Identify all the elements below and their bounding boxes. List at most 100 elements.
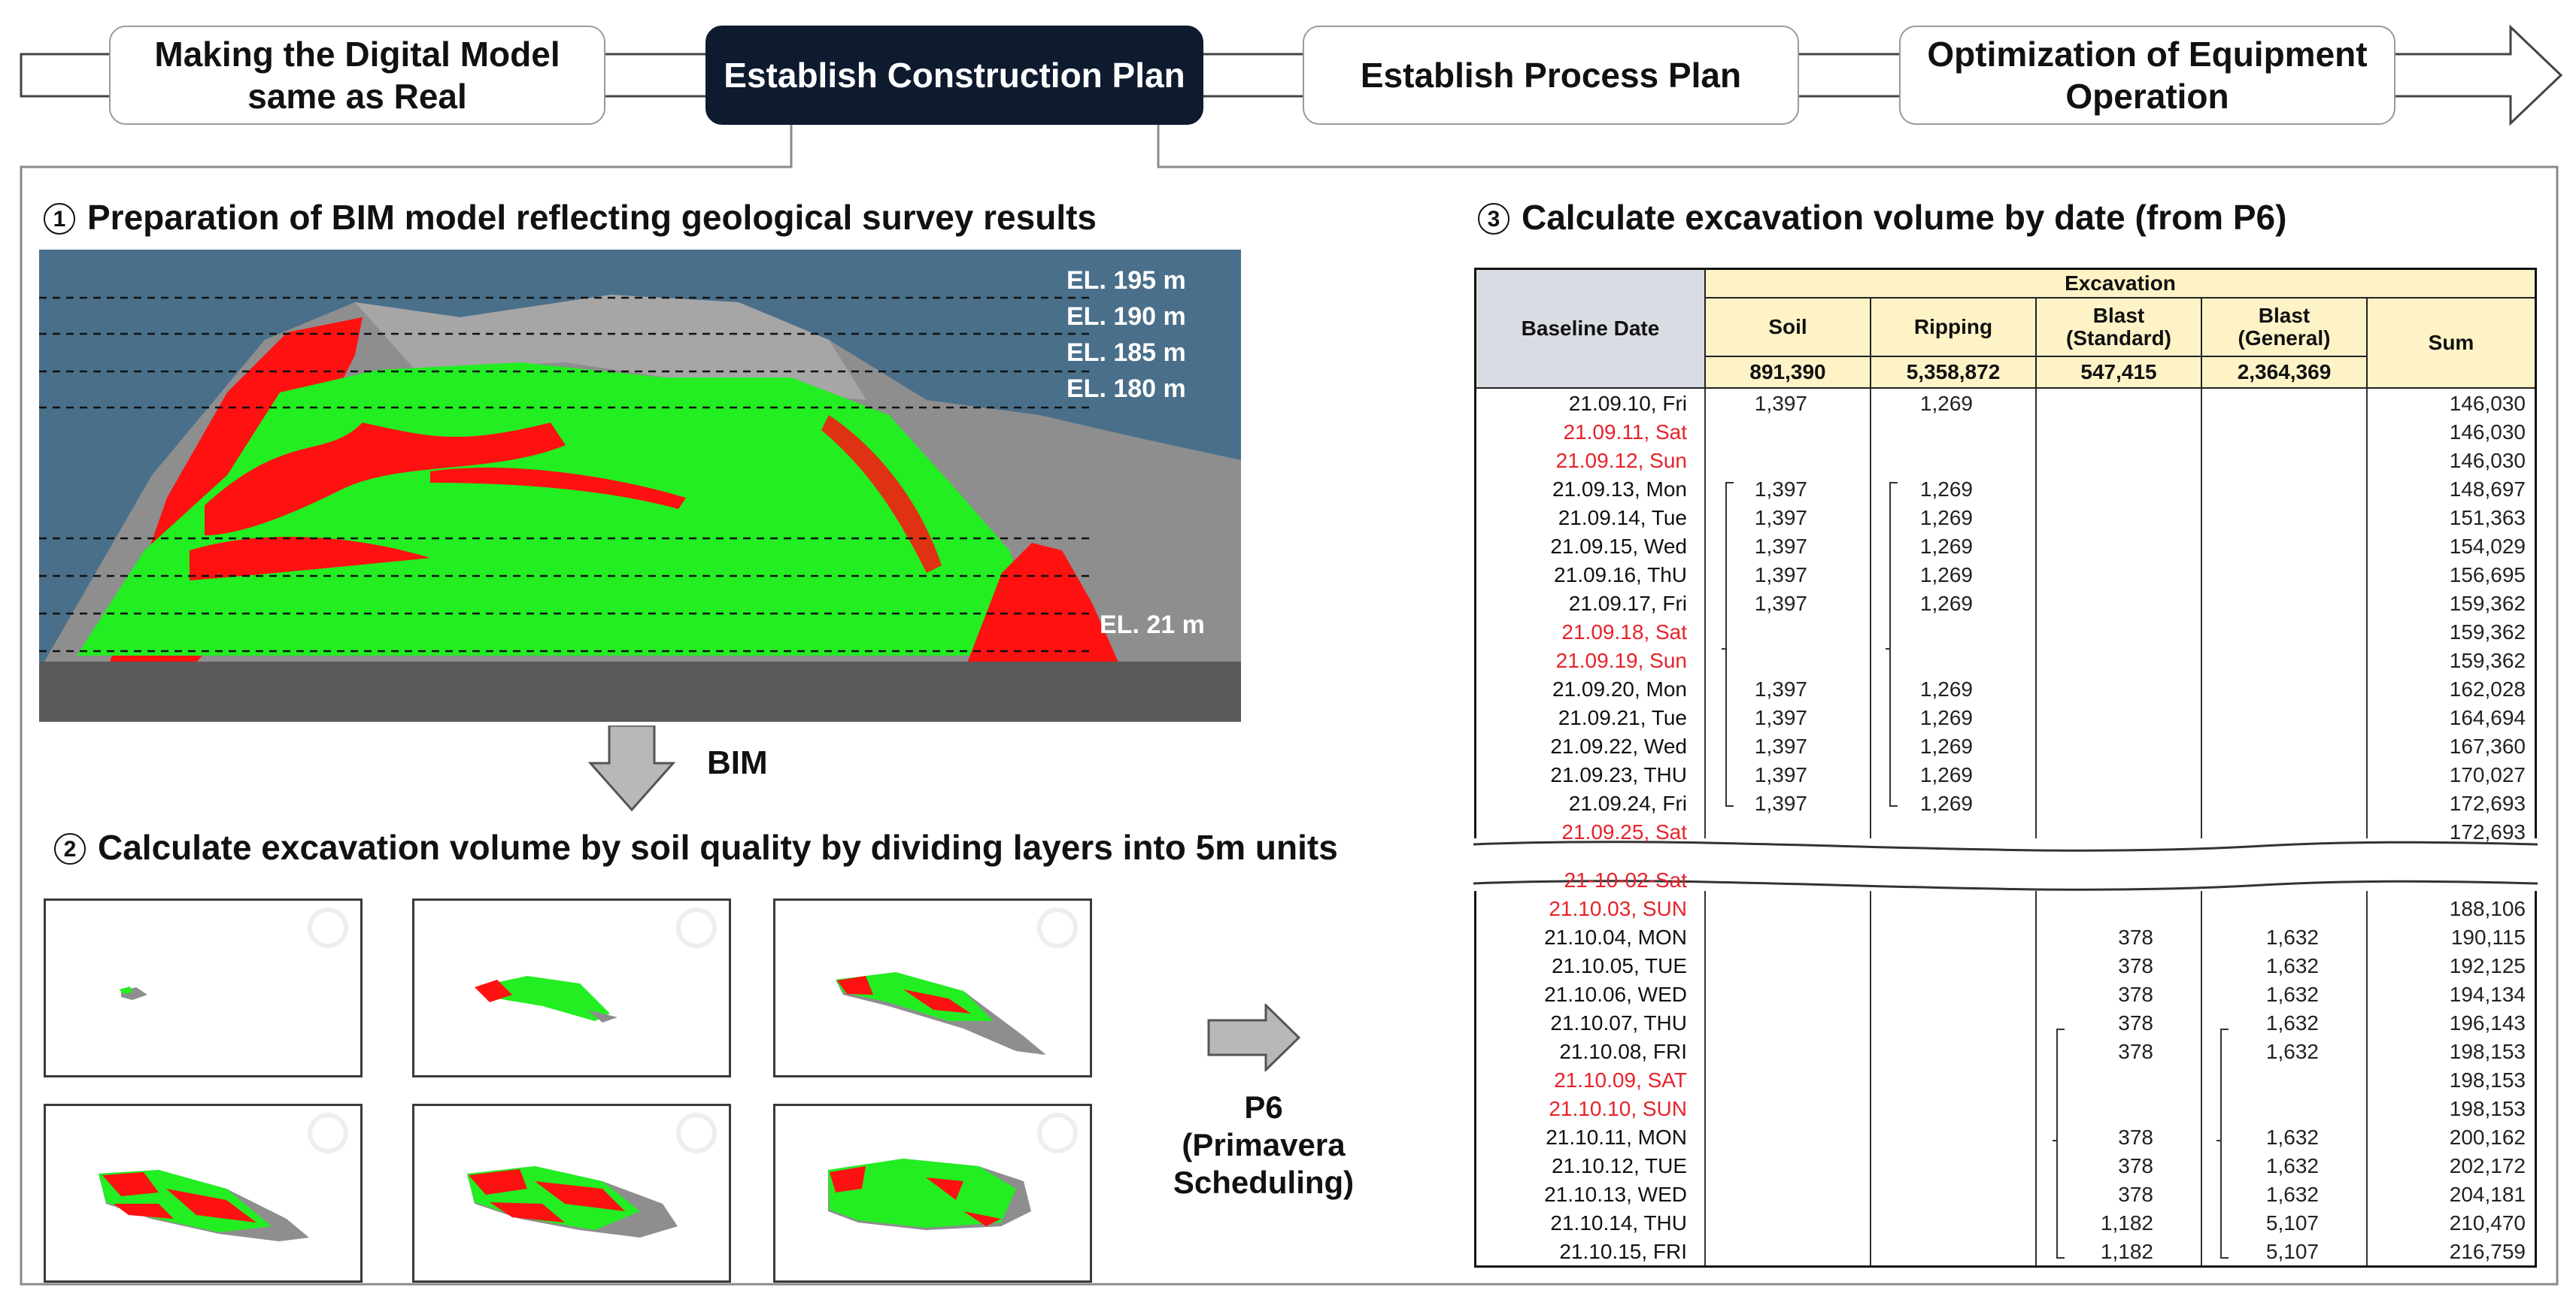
row-blast-gen: 1,632 (2265, 1154, 2319, 1177)
row-blast-gen: 1,632 (2265, 1183, 2319, 1206)
header-blast-general: Blast (General) (2202, 298, 2366, 356)
bim-label: BIM (707, 744, 768, 781)
layer-view-2 (412, 898, 731, 1077)
row-date: 21.10.07, THU (1550, 1011, 1687, 1035)
row-soil: 1,397 (1754, 792, 1807, 815)
row-date: 21.09.17, Fri (1568, 592, 1687, 615)
row-blast-std: 378 (2118, 1040, 2153, 1063)
header-soil: Soil (1706, 298, 1870, 356)
step-equipment-optimization[interactable]: Optimization of Equipment Operation (1899, 26, 2395, 125)
total-ripping: 5,358,872 (1871, 357, 2035, 387)
row-date: 21.10.14, THU (1550, 1211, 1687, 1235)
layer-view-4 (44, 1104, 363, 1283)
row-date: 21.10.08, FRI (1559, 1040, 1687, 1063)
row-date: 21.10.09, SAT (1554, 1068, 1687, 1092)
section1-number: 1 (44, 203, 75, 235)
row-blast-std: 378 (2118, 983, 2153, 1006)
row-ripping: 1,269 (1919, 392, 1973, 415)
row-sum: 192,125 (2449, 954, 2526, 977)
row-sum: 216,759 (2449, 1240, 2526, 1263)
row-sum: 164,694 (2449, 706, 2526, 729)
row-sum: 172,693 (2449, 792, 2526, 815)
row-date: 21.10.12, TUE (1551, 1154, 1687, 1177)
row-sum: 188,106 (2449, 897, 2526, 920)
bim-terrain-model (39, 250, 1241, 722)
row-date: 21.10.15, FRI (1559, 1240, 1687, 1263)
p6-label: P6 (Primavera Scheduling) (1173, 1089, 1355, 1200)
row-sum: 154,029 (2449, 535, 2526, 558)
row-date: 21.10.10, SUN (1549, 1097, 1687, 1120)
row-sum: 210,470 (2449, 1211, 2526, 1235)
step-digital-model[interactable]: Making the Digital Model same as Real (109, 26, 605, 125)
section3-number: 3 (1478, 203, 1509, 235)
row-date: 21.09.11, Sat (1563, 420, 1688, 444)
step-construction-plan[interactable]: Establish Construction Plan (705, 26, 1203, 125)
row-sum: 200,162 (2449, 1126, 2526, 1149)
header-grid (1476, 270, 2535, 389)
row-sum: 146,030 (2449, 392, 2526, 415)
row-soil: 1,397 (1754, 592, 1807, 615)
row-sum: 198,153 (2449, 1040, 2526, 1063)
row-ripping: 1,269 (1919, 792, 1973, 815)
bim-down-arrow (587, 726, 676, 812)
row-blast-gen: 5,107 (2265, 1211, 2319, 1235)
row-sum: 159,362 (2449, 649, 2526, 672)
row-date: 21.09.24, Fri (1568, 792, 1687, 815)
header-sum: Sum (2368, 298, 2535, 387)
row-sum: 202,172 (2449, 1154, 2526, 1177)
row-sum: 146,030 (2449, 420, 2526, 444)
row-sum: 159,362 (2449, 620, 2526, 644)
row-ripping: 1,269 (1919, 677, 1973, 701)
row-date: 21.09.13, Mon (1552, 477, 1687, 501)
row-ripping: 1,269 (1919, 506, 1973, 529)
row-date: 21.09.15, Wed (1550, 535, 1687, 558)
section3-title: 3 Calculate excavation volume by date (fr… (1478, 197, 2286, 238)
row-sum: 190,115 (2450, 926, 2526, 949)
row-blast-gen: 1,632 (2265, 954, 2319, 977)
row-blast-gen: 5,107 (2265, 1240, 2319, 1263)
row-sum: 162,028 (2449, 677, 2526, 701)
row-date: 21.10.06, WED (1544, 983, 1687, 1006)
row-ripping: 1,269 (1919, 763, 1973, 786)
row-blast-gen: 1,632 (2265, 983, 2319, 1006)
row-date: 21.09.14, Tue (1558, 506, 1687, 529)
layer-view-5 (412, 1104, 731, 1283)
row-soil: 1,397 (1754, 506, 1807, 529)
row-ripping: 1,269 (1919, 592, 1973, 615)
section2-number: 2 (54, 833, 86, 865)
row-blast-std: 378 (2118, 1154, 2153, 1177)
excavation-table: Baseline Date Excavation Soil Ripping Bl… (1473, 268, 2538, 1268)
row-sum: 194,134 (2449, 983, 2526, 1006)
row-soil: 1,397 (1754, 706, 1807, 729)
row-sum: 156,695 (2449, 563, 2526, 586)
row-soil: 1,397 (1754, 563, 1807, 586)
row-ripping: 1,269 (1919, 706, 1973, 729)
row-sum: 151,363 (2449, 506, 2526, 529)
row-sum: 198,153 (2449, 1068, 2526, 1092)
row-sum: 148,697 (2449, 477, 2526, 501)
row-date: 21.09.16, ThU (1554, 563, 1687, 586)
section1-title: 1 Preparation of BIM model reflecting geo… (44, 197, 1097, 238)
total-blast-general: 2,364,369 (2202, 357, 2366, 387)
header-blast-standard: Blast (Standard) (2037, 298, 2201, 356)
row-sum: 167,360 (2449, 735, 2526, 758)
elevation-185: EL. 185 m (1067, 338, 1186, 367)
row-date: 21.10.11, MON (1546, 1126, 1687, 1149)
total-blast-standard: 547,415 (2037, 357, 2201, 387)
elevation-195: EL. 195 m (1067, 266, 1186, 295)
row-soil: 1,397 (1754, 677, 1807, 701)
body-grid (1704, 389, 2368, 1265)
row-blast-gen: 1,632 (2265, 1011, 2319, 1035)
row-date: 21.10.13, WED (1544, 1183, 1687, 1206)
row-blast-gen: 1,632 (2265, 1126, 2319, 1149)
row-ripping: 1,269 (1919, 735, 1973, 758)
table-break (1473, 838, 2538, 891)
row-soil: 1,397 (1754, 392, 1807, 415)
row-soil: 1,397 (1754, 735, 1807, 758)
row-blast-std: 378 (2118, 1126, 2153, 1149)
step-process-plan[interactable]: Establish Process Plan (1303, 26, 1799, 125)
row-blast-std: 378 (2118, 926, 2153, 949)
row-soil: 1,397 (1754, 535, 1807, 558)
row-blast-gen: 1,632 (2265, 1040, 2319, 1063)
